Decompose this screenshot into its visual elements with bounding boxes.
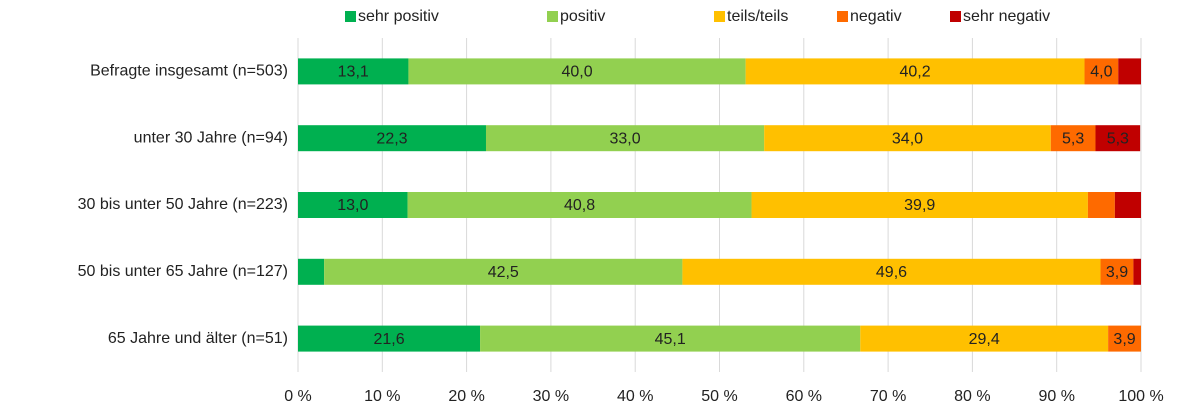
bar-segment (745, 58, 1085, 85)
legend-swatch (837, 11, 848, 22)
data-label: 40,2 (900, 64, 931, 81)
data-label: 29,4 (969, 331, 1000, 348)
data-label: 22,3 (376, 130, 407, 147)
data-label: 4,0 (1090, 64, 1112, 81)
data-label: 5,3 (1107, 130, 1129, 147)
data-label: 40,0 (561, 64, 592, 81)
data-label: 3,9 (1113, 331, 1135, 348)
legend-swatch (345, 11, 356, 22)
bar-segment (298, 258, 325, 285)
bar-segment (764, 125, 1051, 152)
data-label: 40,8 (564, 197, 595, 214)
x-tick-label: 0 % (284, 388, 312, 405)
data-label: 33,0 (610, 130, 641, 147)
data-label: 13,1 (338, 64, 369, 81)
data-label: 49,6 (876, 264, 907, 281)
x-tick-label: 90 % (1038, 388, 1074, 405)
bar-segment (485, 125, 765, 152)
data-label: 5,3 (1062, 130, 1084, 147)
bar-segment (860, 325, 1109, 352)
data-label: 39,9 (904, 197, 935, 214)
x-tick-label: 60 % (786, 388, 822, 405)
legend-label: positiv (560, 8, 605, 25)
data-label: 21,6 (373, 331, 404, 348)
x-tick-label: 80 % (954, 388, 990, 405)
data-label: 42,5 (488, 264, 519, 281)
x-tick-label: 100 % (1118, 388, 1163, 405)
bar-segment (298, 58, 409, 85)
x-tick-label: 30 % (533, 388, 569, 405)
bar-segment (1118, 58, 1141, 85)
data-label: 13,0 (337, 197, 368, 214)
x-tick-label: 40 % (617, 388, 653, 405)
x-tick-label: 50 % (701, 388, 737, 405)
bar-segment (1133, 258, 1141, 285)
x-tick-label: 10 % (364, 388, 400, 405)
legend-swatch (714, 11, 725, 22)
bar-segment (1087, 192, 1115, 218)
bar-segment (480, 325, 861, 352)
bar-segment (1050, 125, 1096, 152)
bar-segment (1095, 125, 1141, 152)
bar-segment (1114, 192, 1141, 218)
legend-label: sehr positiv (358, 8, 439, 25)
bar-segment (408, 58, 746, 85)
bar-segment (324, 258, 683, 285)
bar-segment (682, 258, 1101, 285)
y-tick-label: 30 bis unter 50 Jahre (n=223) (78, 196, 288, 213)
bar-segment (298, 125, 486, 152)
x-tick-label: 20 % (448, 388, 484, 405)
legend-label: negativ (850, 8, 902, 25)
bar-segment (298, 325, 481, 352)
bar-segment (298, 192, 408, 218)
data-label: 45,1 (655, 331, 686, 348)
bar-segment (751, 192, 1088, 218)
y-tick-label: 50 bis unter 65 Jahre (n=127) (78, 263, 288, 280)
bar-segment (1100, 258, 1134, 285)
y-tick-label: unter 30 Jahre (n=94) (134, 129, 288, 146)
y-tick-label: Befragte insgesamt (n=503) (90, 63, 288, 80)
legend-label: teils/teils (727, 8, 788, 25)
bar-segment (407, 192, 752, 218)
y-tick-label: 65 Jahre und älter (n=51) (108, 330, 288, 347)
legend-swatch (547, 11, 558, 22)
legend-swatch (950, 11, 961, 22)
bar-segment (1084, 58, 1119, 85)
data-label: 34,0 (892, 130, 923, 147)
bar-segment (1108, 325, 1141, 352)
data-label: 3,9 (1106, 264, 1128, 281)
legend-label: sehr negativ (963, 8, 1050, 25)
x-tick-label: 70 % (870, 388, 906, 405)
